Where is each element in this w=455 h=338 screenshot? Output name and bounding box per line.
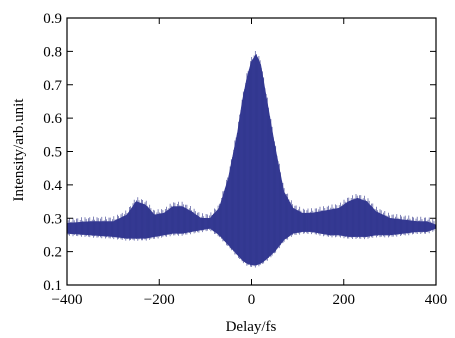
x-tick-label-2: 0 <box>248 292 256 308</box>
y-tick-label-0: 0.1 <box>43 278 62 294</box>
y-axis-title: Intensity/arb.unit <box>11 98 27 202</box>
axes: −400 −200 0 200 400 0.1 0.2 0.3 0.4 0.5 0.6 0.7 0.8 0… <box>43 11 447 308</box>
y-tick-label-2: 0.3 <box>43 211 62 227</box>
x-tick-label-1: −200 <box>144 292 175 308</box>
plot-area <box>66 51 437 268</box>
x-tick-label-3: 200 <box>333 292 356 308</box>
y-tick-label-7: 0.8 <box>43 44 62 60</box>
y-tick-label-3: 0.4 <box>43 178 62 194</box>
x-tick-label-0: −400 <box>52 292 83 308</box>
y-tick-label-5: 0.6 <box>43 111 62 127</box>
x-tick-label-4: 400 <box>425 292 448 308</box>
y-tick-label-6: 0.7 <box>43 78 62 94</box>
y-tick-label-4: 0.5 <box>43 145 62 161</box>
y-tick-label-8: 0.9 <box>43 11 62 27</box>
y-tick-label-1: 0.2 <box>43 245 62 261</box>
x-axis-title: Delay/fs <box>226 319 277 335</box>
